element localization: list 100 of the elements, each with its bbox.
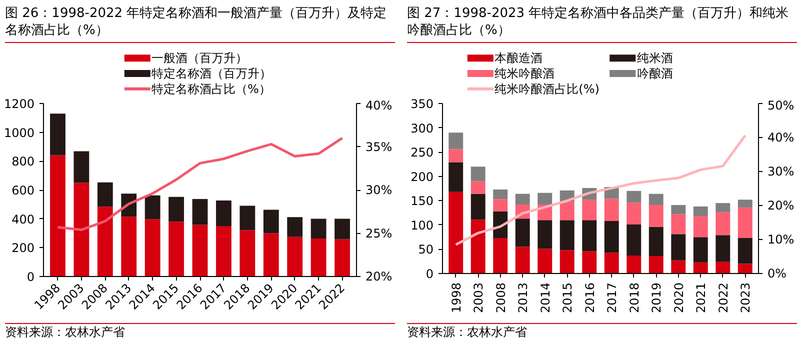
y2-tick-label: 0%	[768, 266, 787, 280]
y2-tick-label: 20%	[366, 270, 392, 284]
y-tick-label: 50	[418, 242, 434, 257]
y-tick-label: 0	[26, 270, 35, 284]
y2-tick-label: 40%	[366, 98, 392, 112]
bar	[470, 166, 486, 182]
y2-tick-label: 30%	[768, 164, 794, 178]
bar	[448, 162, 464, 192]
chart-title: 图 27：1998-2023 年特定名称酒中各品类产量（百万升）和纯米吟酿酒占比（%）	[407, 5, 790, 39]
bar	[470, 220, 486, 274]
legend-label: 纯米吟酿酒占比(%)	[494, 82, 600, 96]
legend-label: 吟酿酒	[636, 66, 673, 80]
bar	[738, 264, 752, 274]
bar	[192, 224, 208, 276]
bar	[216, 200, 232, 226]
x-tick-label: 1998	[449, 282, 464, 314]
x-tick-label: 2022	[716, 282, 730, 314]
bar	[334, 218, 350, 240]
y-tick-label: 150	[410, 194, 434, 208]
bar	[538, 248, 552, 274]
y-tick-label: 1200	[4, 97, 35, 111]
bar	[738, 207, 752, 238]
bar	[493, 199, 508, 212]
legend-label: 纯米酒	[636, 51, 673, 66]
bar	[626, 224, 642, 256]
bar	[604, 198, 619, 222]
bar	[671, 214, 686, 234]
bar	[97, 182, 113, 207]
bar	[582, 251, 597, 274]
bar	[287, 217, 303, 237]
y-tick-label: 0	[426, 267, 434, 281]
bar	[582, 200, 597, 220]
y-tick-label: 1000	[4, 126, 35, 140]
bar	[144, 195, 160, 220]
bar	[192, 198, 208, 225]
y2-tick-label: 35%	[366, 140, 392, 154]
y-tick-label: 400	[12, 212, 34, 226]
bar	[738, 238, 752, 264]
bar	[604, 221, 619, 253]
legend-label: 纯米吟酿酒	[494, 66, 555, 80]
bar	[310, 218, 326, 238]
bar	[74, 151, 90, 183]
bar	[448, 132, 464, 150]
legend-label: 特定名称酒（百万升）	[151, 66, 272, 80]
bar	[538, 220, 552, 249]
bar	[168, 222, 184, 276]
bar	[216, 226, 232, 276]
bar	[626, 202, 642, 224]
x-tick-label: 2013	[516, 282, 530, 314]
bar	[693, 206, 708, 216]
bar	[448, 192, 464, 274]
bar	[648, 205, 664, 227]
x-tick-label: 2017	[605, 282, 620, 314]
x-tick-label: 2020	[672, 282, 686, 314]
bar	[493, 238, 508, 274]
x-tick-label: 2008	[494, 282, 508, 314]
y2-tick-label: 50%	[768, 98, 794, 112]
y-tick-label: 250	[410, 146, 434, 160]
y-tick-label: 300	[410, 121, 434, 136]
y2-tick-label: 25%	[366, 226, 392, 240]
bar	[626, 190, 642, 203]
y2-tick-label: 10%	[768, 232, 794, 246]
bar	[310, 238, 326, 276]
x-tick-label: 2003	[472, 282, 486, 314]
bar	[716, 212, 730, 236]
x-tick-label: 2019	[650, 282, 664, 314]
bar	[716, 262, 730, 274]
bar	[560, 220, 574, 250]
y2-tick-label: 40%	[768, 130, 794, 144]
bar	[240, 230, 256, 276]
x-tick-label: 2023	[738, 282, 753, 314]
bar	[626, 256, 642, 274]
bar	[693, 216, 708, 238]
bar	[121, 216, 137, 276]
bar	[240, 206, 256, 230]
y-tick-label: 600	[12, 184, 34, 198]
bar	[582, 220, 597, 252]
bar	[263, 210, 279, 234]
bar	[604, 252, 619, 274]
bar	[168, 196, 184, 222]
bar	[50, 114, 66, 156]
line-series	[56, 136, 344, 232]
bar	[671, 260, 686, 274]
x-tick-label: 2021	[694, 282, 708, 314]
bar	[716, 203, 730, 212]
bar	[693, 262, 708, 274]
text: 资料来源：农林水产省	[5, 324, 125, 341]
chart-title: 图 26：1998-2022 年特定名称酒和一般酒产量（百万升）及特定名称酒占比（%）	[5, 5, 388, 39]
y-tick-label: 800	[12, 154, 34, 169]
bar	[493, 189, 508, 200]
y2-tick-label: 30%	[366, 183, 392, 197]
bar	[738, 200, 752, 208]
bar	[515, 194, 530, 205]
bar	[470, 181, 486, 194]
bar	[560, 250, 574, 274]
bar	[334, 239, 350, 276]
bar	[648, 256, 664, 274]
bar	[648, 226, 664, 256]
bar	[74, 182, 90, 276]
bar	[693, 237, 708, 262]
